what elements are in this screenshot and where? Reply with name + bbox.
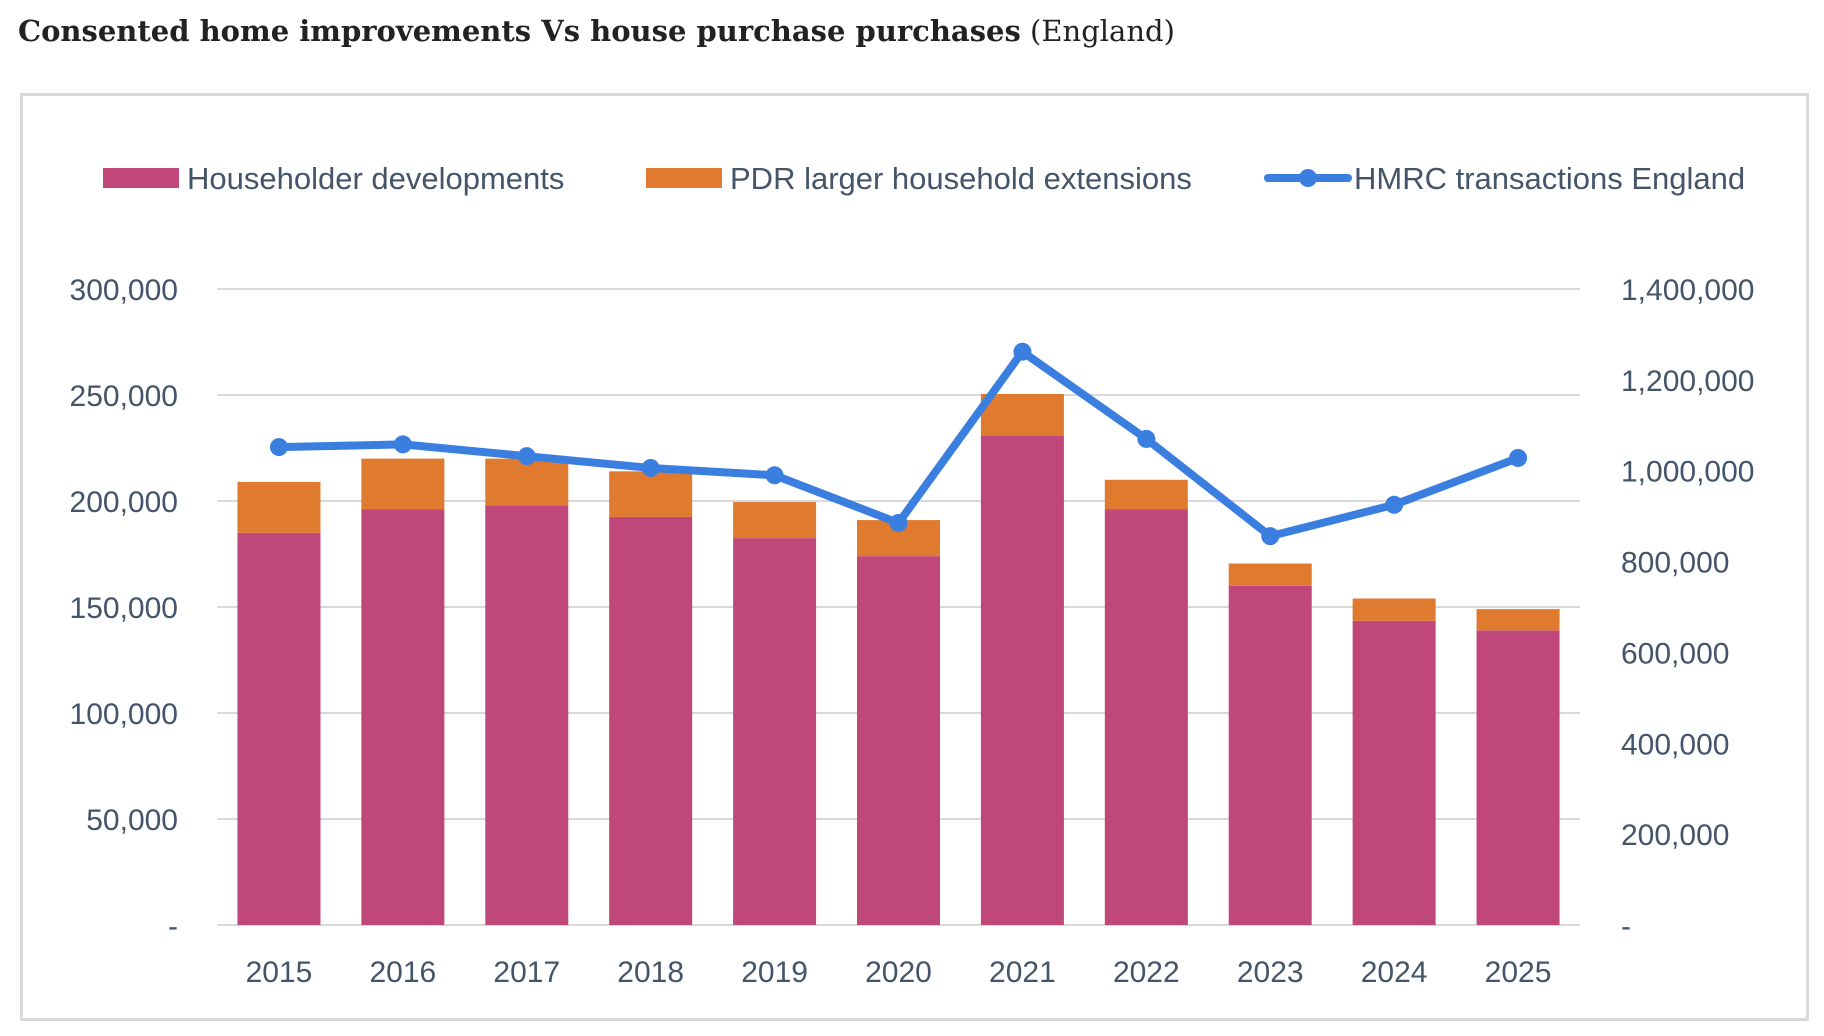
right-tick-label: 200,000 <box>1621 819 1729 852</box>
axes: - 50,000 100,000 150,000 200,000 250,000 300,0… <box>70 274 1755 989</box>
x-tick-label: 2019 <box>741 956 808 989</box>
legend-swatch-pdr <box>646 168 722 188</box>
right-tick-label: 800,000 <box>1621 547 1729 580</box>
bars <box>237 393 1560 925</box>
legend-marker-hmrc <box>1299 169 1317 187</box>
chart-title-region: (England) <box>1030 14 1175 48</box>
right-tick-label: 600,000 <box>1621 637 1729 670</box>
pdr-bar <box>237 481 321 533</box>
householder-bar <box>980 435 1064 925</box>
x-tick-label: 2015 <box>246 956 313 989</box>
right-tick-label: - <box>1621 910 1631 943</box>
x-tick-label: 2023 <box>1237 956 1304 989</box>
householder-bar <box>733 538 817 925</box>
pdr-bar <box>485 458 569 506</box>
hmrc-line <box>269 342 1528 546</box>
hmrc-point <box>517 447 536 466</box>
pdr-bar <box>1104 479 1188 510</box>
pdr-bar <box>733 502 817 539</box>
x-tick-label: 2024 <box>1361 956 1428 989</box>
hmrc-point <box>1385 495 1404 514</box>
left-tick-label: 300,000 <box>70 274 178 307</box>
householder-bar <box>1352 620 1436 925</box>
x-tick-label: 2025 <box>1485 956 1552 989</box>
right-tick-label: 1,200,000 <box>1621 365 1754 398</box>
pdr-bar <box>1228 563 1312 586</box>
right-tick-label: 1,000,000 <box>1621 456 1754 489</box>
householder-bar <box>857 556 940 925</box>
x-tick-label: 2018 <box>617 956 684 989</box>
legend-label-householder: Householder developments <box>187 161 564 196</box>
left-tick-label: 250,000 <box>70 380 178 413</box>
hmrc-point <box>1013 342 1032 361</box>
x-tick-label: 2020 <box>865 956 932 989</box>
left-tick-label: 150,000 <box>70 592 178 625</box>
pdr-bar <box>1476 609 1560 631</box>
x-tick-label: 2021 <box>989 956 1056 989</box>
hmrc-point <box>889 513 908 532</box>
householder-bar <box>485 505 569 925</box>
right-tick-label: 1,400,000 <box>1621 274 1754 307</box>
householder-bar <box>609 516 693 925</box>
hmrc-series-line <box>274 347 1523 541</box>
householder-bar <box>361 509 445 925</box>
legend-label-pdr: PDR larger household extensions <box>730 161 1192 196</box>
pdr-bar <box>1352 598 1436 621</box>
x-tick-label: 2022 <box>1113 956 1180 989</box>
left-tick-label: 50,000 <box>86 804 178 837</box>
householder-bar <box>1104 509 1188 925</box>
hmrc-point <box>1509 448 1528 467</box>
x-tick-label: 2017 <box>493 956 560 989</box>
pdr-bar <box>980 393 1064 436</box>
legend: Householder developments PDR larger house… <box>103 161 1745 196</box>
chart-title-main: Consented home improvements Vs house pur… <box>18 14 1021 48</box>
legend-swatch-householder <box>103 168 179 188</box>
chart-title: Consented home improvements Vs house pur… <box>18 14 1175 48</box>
right-tick-label: 400,000 <box>1621 728 1729 761</box>
hmrc-point <box>1261 527 1280 546</box>
left-tick-label: 200,000 <box>70 486 178 519</box>
hmrc-point <box>393 435 412 454</box>
hmrc-point <box>765 466 784 485</box>
hmrc-point <box>1137 429 1156 448</box>
left-tick-label: 100,000 <box>70 698 178 731</box>
householder-bar <box>1476 630 1560 925</box>
householder-bar <box>237 532 321 925</box>
left-tick-label: - <box>168 910 178 943</box>
legend-label-hmrc: HMRC transactions England <box>1354 161 1745 196</box>
pdr-bar <box>609 471 693 517</box>
hmrc-point <box>269 438 288 457</box>
hmrc-point <box>641 458 660 477</box>
householder-bar <box>1228 585 1312 925</box>
x-tick-label: 2016 <box>369 956 436 989</box>
pdr-bar <box>361 458 445 510</box>
